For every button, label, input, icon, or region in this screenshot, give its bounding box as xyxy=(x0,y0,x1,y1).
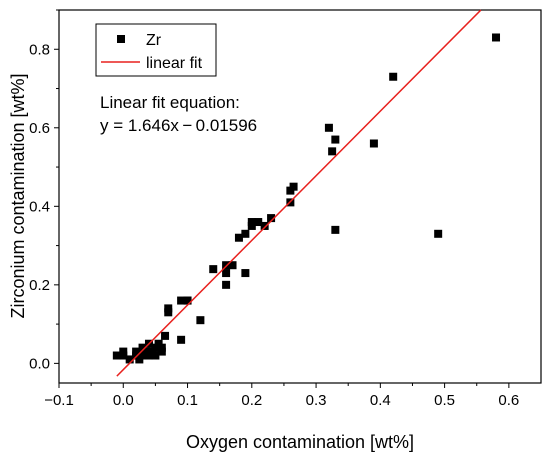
data-point xyxy=(164,304,173,313)
data-point xyxy=(177,335,186,344)
y-axis-title: Zirconium contamination [wt%] xyxy=(8,73,28,318)
data-point xyxy=(331,135,340,144)
data-point xyxy=(234,233,243,242)
data-point xyxy=(289,182,298,191)
x-tick-label: 0.0 xyxy=(113,392,134,409)
data-point xyxy=(324,123,333,132)
data-points xyxy=(112,33,501,364)
data-point xyxy=(125,355,134,364)
legend-zr-label: Zr xyxy=(146,32,162,49)
data-point xyxy=(228,261,237,270)
x-axis-title: Oxygen contamination [wt%] xyxy=(186,432,414,452)
x-tick-label: −0.1 xyxy=(44,392,74,409)
y-axis: 0.0 0.2 0.4 0.6 0.8 xyxy=(29,9,59,372)
plot-frame xyxy=(58,9,542,384)
data-point xyxy=(267,214,276,223)
legend: Zr linear fit xyxy=(95,23,217,77)
y-tick-label: 0.6 xyxy=(29,120,50,137)
data-point xyxy=(241,269,250,278)
data-point xyxy=(492,33,501,42)
linear-fit-line xyxy=(116,9,482,377)
data-point xyxy=(260,221,269,230)
x-tick-label: 0.6 xyxy=(498,392,519,409)
fit-equation: y = 1.646x − 0.01596 xyxy=(100,116,257,135)
y-tick-label: 0.4 xyxy=(29,198,50,215)
y-tick-label: 0.8 xyxy=(29,41,50,58)
x-tick-label: 0.3 xyxy=(306,392,327,409)
legend-fit-label: linear fit xyxy=(146,55,203,72)
data-point xyxy=(177,296,186,305)
data-point xyxy=(369,139,378,148)
x-tick-label: 0.1 xyxy=(177,392,198,409)
data-point xyxy=(161,331,170,340)
data-point xyxy=(328,147,337,156)
data-point xyxy=(209,265,218,274)
data-point xyxy=(119,347,128,356)
data-point xyxy=(151,351,160,360)
fit-equation-title: Linear fit equation: xyxy=(100,93,240,112)
x-tick-label: 0.4 xyxy=(370,392,391,409)
y-tick-label: 0.2 xyxy=(29,277,50,294)
data-point xyxy=(241,229,250,238)
data-point xyxy=(222,269,231,278)
data-point xyxy=(247,218,256,227)
data-point xyxy=(157,343,166,352)
x-tick-label: 0.5 xyxy=(434,392,455,409)
data-point xyxy=(196,316,205,325)
x-tick-label: 0.2 xyxy=(241,392,262,409)
y-tick-label: 0.0 xyxy=(29,355,50,372)
legend-zr-marker xyxy=(117,35,125,43)
data-point xyxy=(389,72,398,81)
data-point xyxy=(183,296,192,305)
data-point xyxy=(222,280,231,289)
data-point xyxy=(434,229,443,238)
data-point xyxy=(331,225,340,234)
x-axis: −0.1 0.0 0.1 0.2 0.3 0.4 0.5 0.6 xyxy=(44,383,519,409)
data-point xyxy=(112,351,121,360)
legend-box xyxy=(95,23,217,77)
data-point xyxy=(254,218,263,227)
data-point xyxy=(132,347,141,356)
